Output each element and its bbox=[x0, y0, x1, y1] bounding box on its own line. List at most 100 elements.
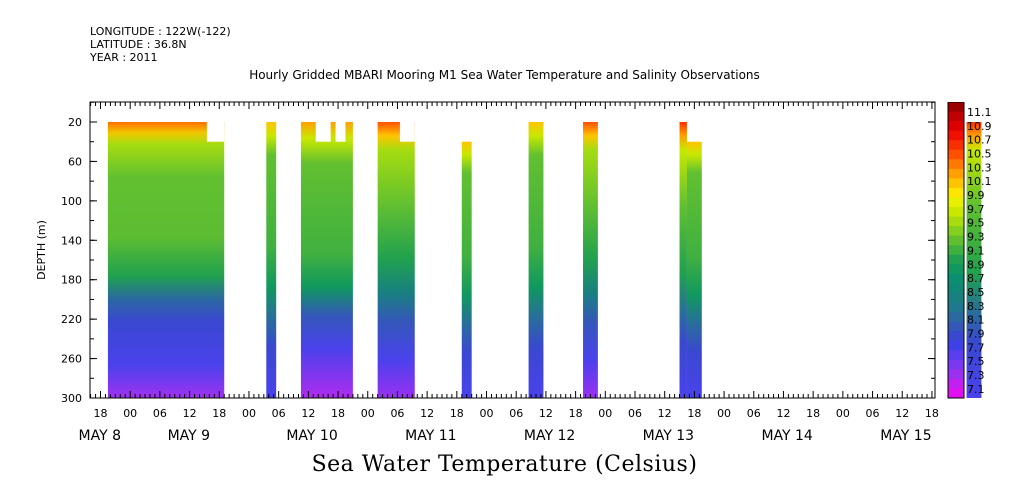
x-tick-label: 06 bbox=[390, 407, 404, 420]
colorbar-label: 7.7 bbox=[967, 341, 985, 354]
day-label: MAY 11 bbox=[405, 428, 456, 444]
colorbar-swatch bbox=[948, 187, 964, 198]
x-tick-label: 18 bbox=[687, 407, 701, 420]
data-block bbox=[266, 122, 277, 398]
x-tick-label: 18 bbox=[450, 407, 464, 420]
colorbar-swatch bbox=[948, 121, 964, 132]
colorbar-swatch bbox=[948, 102, 964, 113]
year-label: YEAR : 2011 bbox=[90, 51, 158, 64]
data-block bbox=[300, 122, 353, 398]
colorbar-legend: 11.110.910.710.510.310.19.99.79.59.39.18… bbox=[947, 102, 992, 399]
day-label: MAY 15 bbox=[880, 428, 931, 444]
colorbar-swatch bbox=[948, 207, 964, 218]
colorbar-label: 7.3 bbox=[967, 369, 985, 382]
day-label: MAY 14 bbox=[761, 428, 812, 444]
x-tick-label: 06 bbox=[628, 407, 642, 420]
x-tick-label: 06 bbox=[509, 407, 523, 420]
x-tick-label: 06 bbox=[747, 407, 761, 420]
x-tick-label: 18 bbox=[94, 407, 108, 420]
colorbar-swatch bbox=[948, 340, 964, 351]
colorbar-label: 10.3 bbox=[967, 161, 992, 174]
x-tick-label: 12 bbox=[658, 407, 672, 420]
y-tick-label: 60 bbox=[68, 155, 82, 168]
colorbar-label: 8.5 bbox=[967, 286, 985, 299]
x-tick-label: 06 bbox=[272, 407, 286, 420]
data-gap bbox=[206, 122, 225, 142]
data-block bbox=[377, 122, 415, 398]
x-tick-label: 12 bbox=[301, 407, 315, 420]
colorbar-label: 7.5 bbox=[967, 355, 985, 368]
colorbar-label: 8.7 bbox=[967, 272, 985, 285]
x-tick-label: 06 bbox=[866, 407, 880, 420]
colorbar-swatch bbox=[948, 235, 964, 246]
colorbar-label: 10.1 bbox=[967, 175, 992, 188]
colorbar-label: 8.1 bbox=[967, 314, 985, 327]
colorbar-swatch bbox=[948, 197, 964, 208]
x-tick-label: 18 bbox=[925, 407, 939, 420]
variable-title: Sea Water Temperature (Celsius) bbox=[311, 452, 698, 477]
colorbar-label: 11.1 bbox=[967, 106, 992, 119]
y-tick-label: 260 bbox=[61, 353, 82, 366]
colorbar-swatch bbox=[948, 312, 964, 323]
day-label: MAY 12 bbox=[524, 428, 575, 444]
x-tick-label: 18 bbox=[212, 407, 226, 420]
x-tick-label: 00 bbox=[836, 407, 850, 420]
colorbar-label: 9.3 bbox=[967, 231, 985, 244]
data-gap bbox=[335, 122, 346, 142]
data-block bbox=[679, 122, 687, 398]
colorbar-swatch bbox=[948, 159, 964, 170]
colorbar-swatch bbox=[948, 130, 964, 141]
x-tick-label: 12 bbox=[420, 407, 434, 420]
colorbar-swatch bbox=[948, 350, 964, 361]
colorbar-swatch bbox=[948, 111, 964, 122]
colorbar-label: 9.7 bbox=[967, 203, 985, 216]
y-tick-label: 140 bbox=[61, 234, 82, 247]
y-tick-label: 180 bbox=[61, 274, 82, 287]
colorbar-label: 7.1 bbox=[967, 383, 985, 396]
day-label: MAY 9 bbox=[168, 428, 210, 444]
colorbar-swatch bbox=[948, 216, 964, 227]
x-tick-label: 00 bbox=[123, 407, 137, 420]
plot-frame bbox=[89, 101, 936, 399]
colorbar-swatch bbox=[948, 149, 964, 160]
colorbar-swatch bbox=[948, 388, 964, 399]
data-block bbox=[461, 141, 472, 398]
day-label: MAY 10 bbox=[286, 428, 337, 444]
latitude-label: LATITUDE : 36.8N bbox=[90, 38, 187, 51]
colorbar-label: 10.5 bbox=[967, 148, 992, 161]
colorbar-swatch bbox=[948, 331, 964, 342]
x-tick-label: 12 bbox=[895, 407, 909, 420]
colorbar-swatch bbox=[948, 283, 964, 294]
data-block bbox=[686, 141, 702, 398]
colorbar-label: 8.9 bbox=[967, 258, 985, 271]
data-gap bbox=[399, 122, 415, 142]
colorbar-label: 9.9 bbox=[967, 189, 985, 202]
colorbar-swatch bbox=[948, 302, 964, 313]
colorbar-swatch bbox=[948, 273, 964, 284]
y-tick-label: 220 bbox=[61, 313, 82, 326]
x-tick-label: 00 bbox=[480, 407, 494, 420]
y-tick-label: 20 bbox=[68, 116, 82, 129]
day-label: MAY 8 bbox=[79, 428, 121, 444]
colorbar-label: 9.5 bbox=[967, 217, 985, 230]
colorbar-swatch bbox=[948, 378, 964, 389]
colorbar-label: 10.9 bbox=[967, 120, 992, 133]
colorbar-swatch bbox=[948, 226, 964, 237]
data-block bbox=[528, 122, 544, 398]
y-tick-label: 300 bbox=[61, 392, 82, 405]
longitude-label: LONGITUDE : 122W(-122) bbox=[90, 25, 231, 38]
colorbar-swatch bbox=[948, 292, 964, 304]
data-block bbox=[966, 122, 982, 398]
colorbar-label: 7.9 bbox=[967, 327, 985, 340]
y-tick-label: 100 bbox=[61, 195, 82, 208]
colorbar-label: 9.1 bbox=[967, 244, 985, 257]
data-block bbox=[583, 122, 598, 398]
data-block bbox=[107, 122, 225, 398]
colorbar-swatch bbox=[948, 245, 964, 256]
x-tick-label: 18 bbox=[569, 407, 583, 420]
x-tick-label: 12 bbox=[539, 407, 553, 420]
colorbar-swatch bbox=[948, 168, 964, 179]
x-tick-label: 18 bbox=[331, 407, 345, 420]
x-tick-label: 06 bbox=[153, 407, 167, 420]
x-tick-label: 00 bbox=[361, 407, 375, 420]
